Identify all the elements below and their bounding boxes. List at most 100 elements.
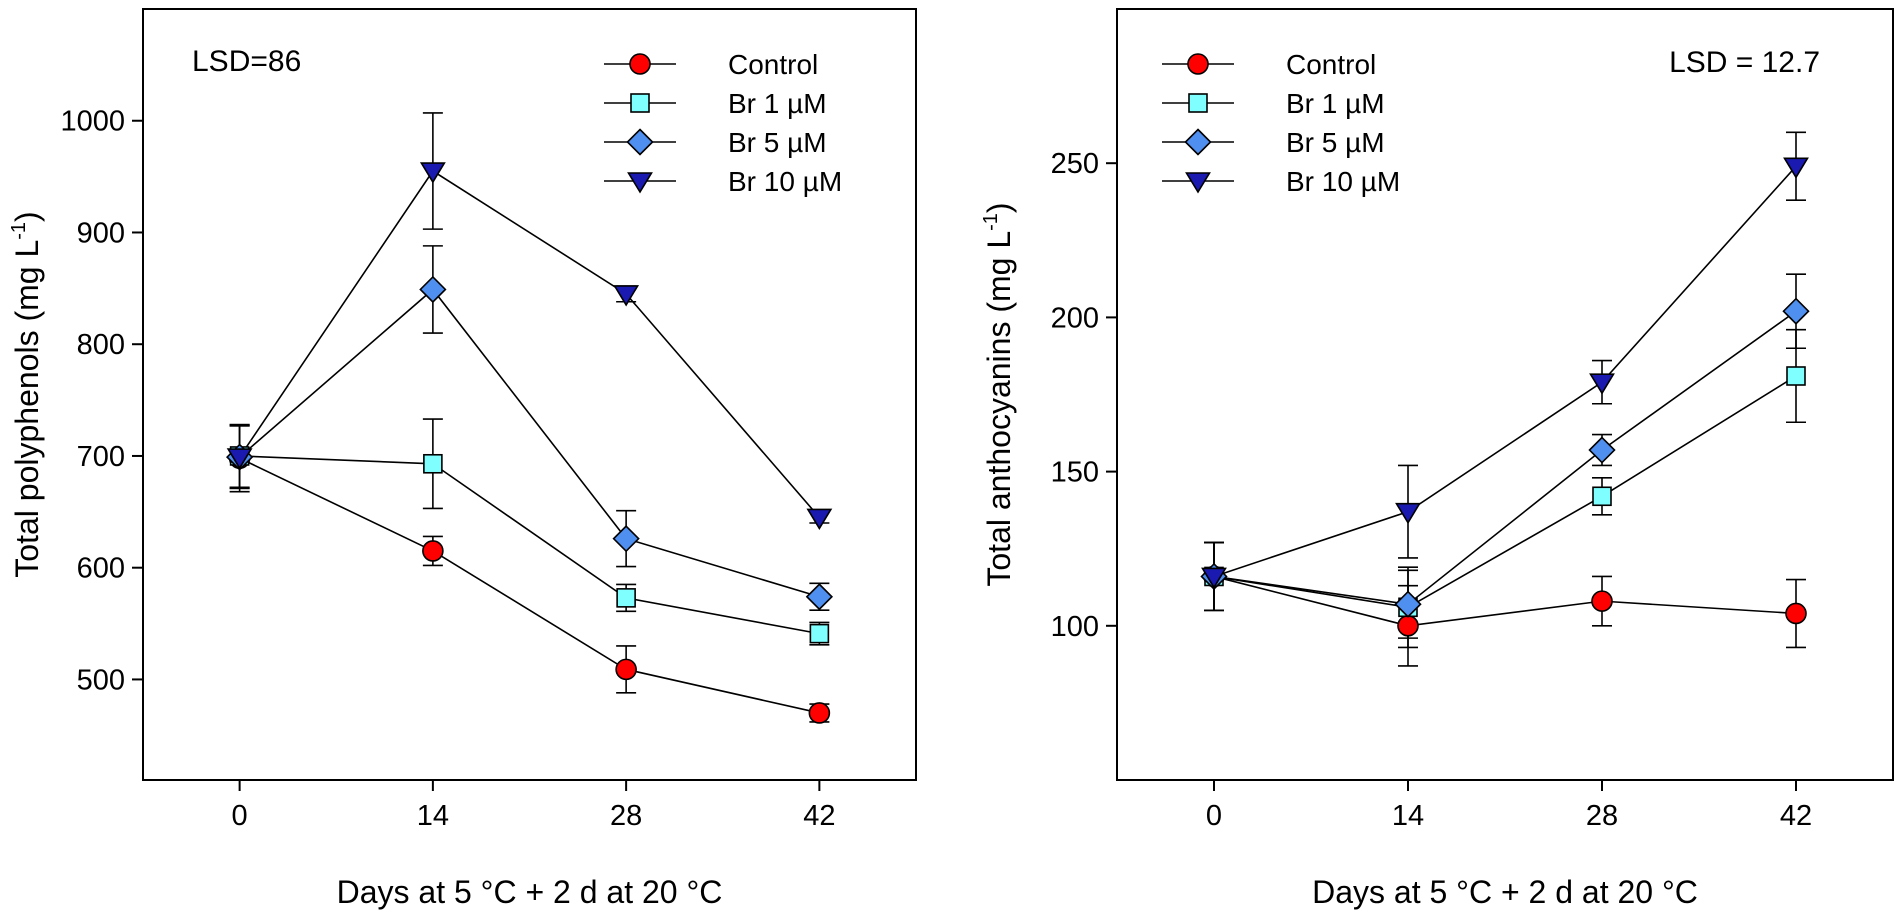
series-markers-br-5-um (225, 275, 834, 611)
y-tick-label: 200 (1051, 302, 1099, 334)
data-point (423, 453, 443, 474)
legend-item-br-5-um: Br 5 µM (604, 127, 827, 158)
data-point (1397, 614, 1419, 637)
legend-label: Br 1 µM (728, 88, 827, 119)
y-axis-title-superscript: -1 (8, 222, 30, 240)
data-point (1589, 373, 1615, 395)
series-line (239, 457, 820, 714)
legend-label: Control (1286, 49, 1376, 80)
y-axis-title: Total anthocyanins (mg L-1) (980, 202, 1017, 586)
x-tick-label: 42 (1780, 800, 1812, 832)
x-tick-label: 42 (803, 800, 835, 832)
legend-label: Br 5 µM (728, 127, 827, 158)
x-tick-label: 14 (1392, 800, 1424, 832)
data-point (1783, 157, 1809, 179)
lsd-annotation: LSD = 12.7 (1669, 46, 1820, 79)
y-axis-title-close: ) (9, 211, 45, 222)
data-point (615, 658, 637, 681)
data-point (616, 588, 636, 608)
data-point (1588, 436, 1616, 464)
series-control (1204, 541, 1806, 667)
y-tick-label: 900 (77, 217, 125, 249)
data-point (1782, 297, 1810, 325)
y-tick-label: 700 (77, 441, 125, 473)
legend-item-br-1-um: Br 1 µM (1162, 88, 1385, 119)
y-axis-title: Total polyphenols (mg L-1) (8, 211, 45, 577)
legend-item-br-10-um: Br 10 µM (1162, 166, 1400, 197)
legend-label: Br 5 µM (1286, 127, 1385, 158)
data-point (419, 162, 446, 184)
legend-label: Br 10 µM (1286, 166, 1400, 197)
legend-marker (1187, 53, 1209, 75)
data-point (226, 448, 253, 470)
data-point (422, 540, 444, 562)
data-point (805, 583, 834, 611)
series-line (239, 455, 820, 635)
x-axis-title: Days at 5 °C + 2 d at 20 °C (1312, 874, 1698, 910)
series-markers-br-1-um (1204, 366, 1806, 618)
y-axis-title-main: Total polyphenols (mg L (9, 240, 45, 578)
series-line (1213, 575, 1797, 627)
series-br-5-um (229, 245, 830, 611)
legend-label: Br 1 µM (1286, 88, 1385, 119)
data-point (613, 285, 640, 307)
data-point (1592, 486, 1612, 507)
legend-item-br-5-um: Br 5 µM (1162, 127, 1385, 158)
legend-marker (629, 53, 651, 75)
y-tick-label: 250 (1051, 148, 1099, 180)
data-point (1394, 590, 1422, 618)
plot-frame (1116, 8, 1894, 781)
data-point (1591, 590, 1613, 612)
chart-total-polyphenols: 500 600 700 800 900 1000 0 14 28 42 Days at 5 °C +… (8, 8, 917, 910)
y-tick-label: 1000 (60, 106, 125, 138)
legend-item-br-10-um: Br 10 µM (604, 166, 842, 197)
data-point (809, 623, 830, 644)
legend-item-control: Control (1162, 49, 1376, 80)
x-tick-label: 28 (610, 800, 642, 832)
y-axis-title-close: ) (981, 202, 1017, 213)
data-point (419, 275, 447, 304)
series-markers-br-10-um (1201, 157, 1809, 590)
legend-marker (630, 93, 650, 113)
series-line (1213, 165, 1797, 578)
data-point (1201, 567, 1227, 590)
series-line (239, 288, 820, 598)
y-tick-label: 500 (77, 664, 125, 696)
y-axis-title-main: Total anthocyanins (mg L (981, 231, 1017, 587)
data-point (612, 525, 640, 553)
series-markers-br-1-um (229, 446, 830, 644)
legend-marker (626, 128, 654, 156)
data-point (808, 702, 831, 724)
series-markers-control (1203, 565, 1807, 637)
series-line (1213, 375, 1797, 609)
data-point (806, 508, 833, 530)
legend-item-br-1-um: Br 1 µM (604, 88, 827, 119)
y-tick-label: 600 (77, 553, 125, 585)
series-br-1-um (1204, 328, 1806, 649)
chart-total-anthocyanins: 100 150 200 250 0 14 28 42 Days at 5 °C + 2 d at… (980, 8, 1894, 910)
x-axis-title: Days at 5 °C + 2 d at 20 °C (337, 874, 723, 910)
x-tick-label: 14 (417, 800, 449, 832)
legend-label: Br 10 µM (728, 166, 842, 197)
series-markers-br-10-um (226, 162, 833, 530)
x-tick-label: 0 (232, 800, 248, 832)
legend-marker (1188, 93, 1208, 113)
legend: Control Br 1 µM Br 5 µM Br 10 µM (604, 49, 842, 197)
x-tick-label: 28 (1586, 800, 1618, 832)
legend-marker (1184, 128, 1212, 156)
legend-marker (627, 172, 653, 194)
legend-item-control: Control (604, 49, 818, 80)
y-tick-label: 800 (77, 329, 125, 361)
data-point (1786, 366, 1806, 386)
series-markers-br-5-um (1200, 297, 1810, 618)
x-tick-label: 0 (1206, 800, 1222, 832)
y-tick-label: 150 (1051, 457, 1099, 489)
data-point (1785, 602, 1807, 625)
legend: Control Br 1 µM Br 5 µM Br 10 µM (1162, 49, 1400, 197)
y-axis-title-superscript: -1 (980, 213, 1002, 231)
y-tick-label: 100 (1051, 611, 1099, 643)
series-br-5-um (1204, 273, 1806, 639)
legend-marker (1185, 172, 1211, 194)
series-br-10-um (1204, 131, 1806, 612)
